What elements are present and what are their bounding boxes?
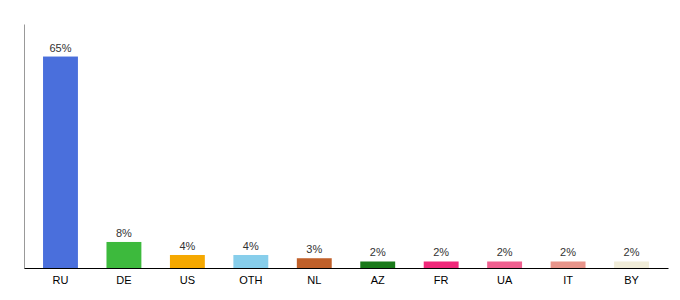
- plot: RU DE US OTH NL AZ FR UA IT BY 65% 8% 4% 4% 3% 2% 2% 2% 2%…: [25, 25, 669, 286]
- bar: [233, 255, 268, 268]
- x-tick: FR: [434, 274, 449, 286]
- y-axis: [24, 25, 25, 269]
- data-label: 2%: [433, 246, 449, 258]
- data-label: 2%: [560, 246, 576, 258]
- y-axis-line: [24, 25, 25, 269]
- x-tick-label: FR: [434, 274, 449, 286]
- x-tick-label: AZ: [371, 274, 385, 286]
- data-label: 3%: [306, 243, 322, 255]
- x-tick-label: IT: [563, 274, 573, 286]
- bar: [360, 261, 395, 268]
- data-label: 65%: [49, 42, 71, 54]
- x-tick: UA: [497, 274, 513, 286]
- x-tick: DE: [116, 274, 131, 286]
- bar: [551, 261, 586, 268]
- x-tick-label: RU: [53, 274, 69, 286]
- x-axis: RU DE US OTH NL AZ FR UA IT BY: [25, 269, 669, 286]
- data-label: 2%: [370, 246, 386, 258]
- x-tick: BY: [624, 274, 639, 286]
- data-label: 2%: [624, 246, 640, 258]
- bar: [424, 261, 459, 268]
- x-tick-label: UA: [497, 274, 513, 286]
- data-labels: 65% 8% 4% 4% 3% 2% 2% 2% 2% 2%: [49, 42, 639, 259]
- x-tick-label: OTH: [239, 274, 262, 286]
- chart: RU DE US OTH NL AZ FR UA IT BY 65% 8% 4% 4% 3% 2% 2% 2% 2%…: [0, 0, 680, 300]
- x-tick-label: NL: [307, 274, 321, 286]
- x-tick-label: US: [180, 274, 195, 286]
- data-label: 4%: [179, 240, 195, 252]
- bar: [297, 258, 332, 268]
- bar: [170, 255, 205, 268]
- data-label: 2%: [497, 246, 513, 258]
- x-tick: OTH: [239, 274, 262, 286]
- x-tick-label: DE: [116, 274, 131, 286]
- x-tick: RU: [53, 274, 69, 286]
- x-tick: IT: [563, 274, 573, 286]
- bar: [43, 57, 78, 268]
- x-tick: NL: [307, 274, 321, 286]
- bar: [487, 261, 522, 268]
- data-label: 4%: [243, 240, 259, 252]
- x-tick: US: [180, 274, 195, 286]
- bar: [106, 242, 141, 268]
- bars: [43, 57, 649, 268]
- data-label: 8%: [116, 227, 132, 239]
- x-axis-line: [25, 268, 669, 269]
- bar: [614, 261, 649, 268]
- x-tick: AZ: [371, 274, 385, 286]
- x-tick-label: BY: [624, 274, 639, 286]
